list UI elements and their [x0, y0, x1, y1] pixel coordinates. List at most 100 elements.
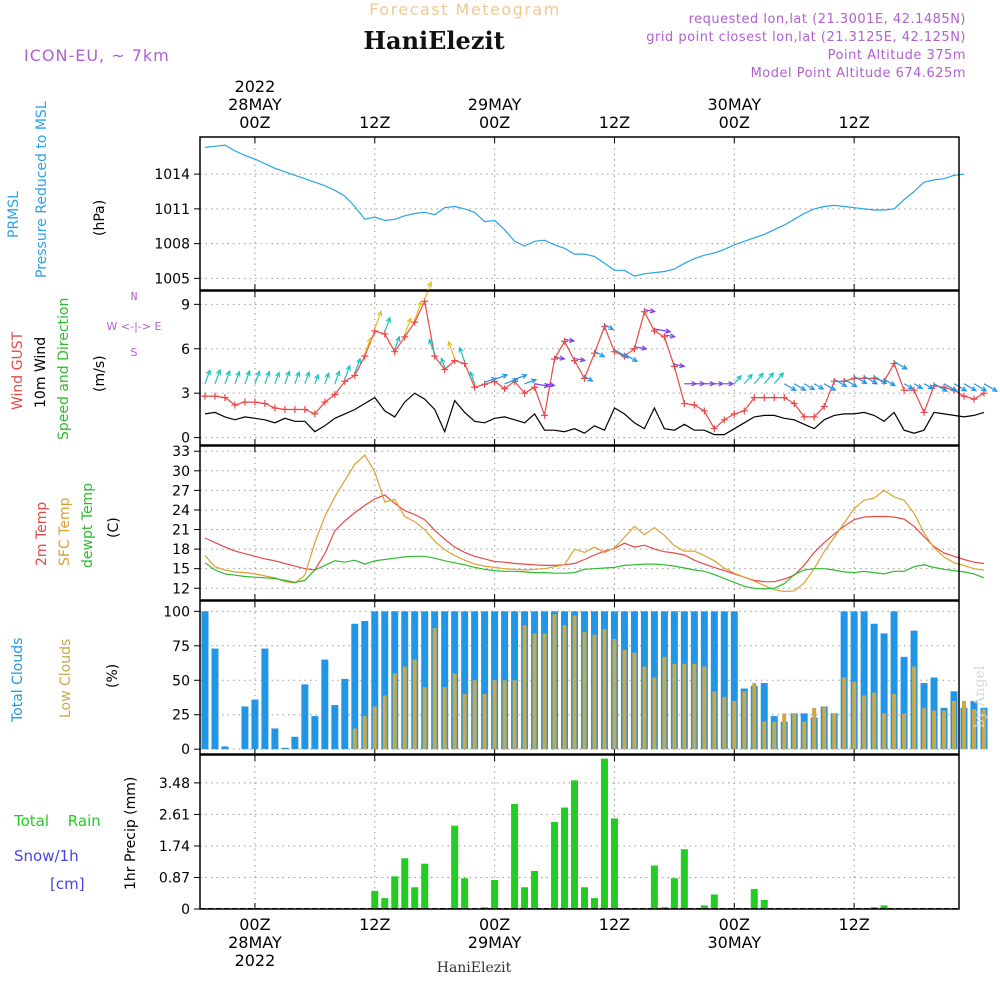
panel-frame	[199, 290, 960, 446]
wind-arrowhead	[324, 371, 330, 379]
wind-arrow	[813, 383, 824, 390]
wind-arrow	[374, 311, 382, 330]
total-cloud-bar	[341, 678, 349, 750]
wind-arrow	[863, 375, 878, 385]
wind-arrow	[334, 371, 340, 384]
gust-point	[650, 327, 658, 335]
station-title: HaniElezit	[363, 26, 504, 55]
gust-point	[311, 410, 319, 418]
wind-arrowhead	[927, 384, 934, 390]
total-cloud-bar	[241, 706, 249, 750]
y-tick-label: 2.61	[159, 807, 190, 823]
rain-bar	[700, 905, 708, 909]
panel-temperature: 12 15 18 21 24 27 30 33 2m Temp SFC Temp dewpt Tem…	[34, 444, 985, 601]
wind-arrowhead	[861, 379, 868, 385]
gust-point	[730, 410, 738, 418]
total-cloud-bar	[211, 648, 219, 750]
low-cloud-bar	[622, 649, 627, 750]
gust-point	[501, 385, 509, 393]
wind-arrowhead	[768, 371, 775, 379]
wind-arrowhead	[314, 373, 320, 380]
y-tick-label: 0.87	[159, 870, 190, 886]
wind-arrowhead	[665, 328, 672, 334]
wind-arrow	[484, 377, 497, 383]
wind-arrowhead	[599, 352, 606, 358]
wind-arrow	[304, 371, 310, 384]
wind-arrow	[344, 365, 351, 380]
y-tick-label: 3	[181, 386, 190, 402]
temp-sfc-label: SFC Temp	[57, 497, 73, 566]
closest-coords: grid point closest lon,lat (21.3125E, 42…	[646, 30, 966, 45]
wind-arrow	[674, 363, 685, 367]
wind-arrow	[973, 383, 987, 392]
low-cloud-bar	[872, 692, 877, 750]
wind-arrow	[913, 383, 923, 389]
rain-bar	[451, 825, 459, 909]
gust-point	[640, 308, 648, 316]
gust-point	[571, 357, 579, 365]
low-cloud-bar	[932, 710, 937, 750]
gust-point	[561, 337, 569, 345]
gust-point	[221, 394, 229, 402]
low-cloud-bar	[522, 625, 527, 750]
low-cloud-bar	[792, 713, 797, 750]
y-tick-label: 1.74	[159, 839, 190, 855]
y-tick-label: 75	[172, 639, 190, 655]
total-cloud-bar	[201, 611, 209, 750]
wind-arrow	[833, 378, 847, 387]
wind-arrowhead	[718, 381, 725, 387]
low-cloud-bar	[742, 691, 747, 750]
hour-label-top: 12Z	[359, 113, 390, 132]
wind-arrow	[364, 337, 372, 355]
rain-bar	[371, 890, 379, 909]
low-cloud-bar	[512, 680, 517, 750]
wind-arrow	[743, 374, 753, 385]
wind-arrow	[614, 349, 629, 359]
total-cloud-bar	[880, 633, 888, 750]
wind-arrowhead	[679, 362, 686, 369]
rain-bar	[381, 898, 389, 909]
wind-arrow	[594, 350, 605, 358]
gust-point	[740, 407, 748, 415]
total-cloud-bar	[461, 611, 469, 750]
y-tick-label: 15	[172, 562, 190, 578]
gust-point	[251, 398, 259, 406]
wind-arrowhead	[970, 386, 977, 392]
wind-arrow	[204, 370, 211, 384]
model-label: ICON-EU, ~ 7km	[24, 46, 170, 65]
y-tick-label: 0	[181, 902, 190, 918]
y-tick-label: 12	[172, 581, 190, 597]
wind-arrowhead	[285, 370, 291, 377]
wind-arrowhead	[356, 357, 362, 364]
wind-arrowhead	[608, 325, 615, 331]
pressure-line	[204, 144, 965, 277]
gust-point	[800, 413, 808, 421]
wind-arrow	[274, 372, 280, 384]
wind-arrow	[634, 346, 647, 350]
wind-arrowhead	[641, 345, 648, 351]
wind-speed-line	[204, 392, 985, 436]
low-clouds-label: Low Clouds	[58, 639, 74, 718]
low-cloud-bar	[632, 652, 637, 750]
wind-10m-label: 10m Wind	[33, 337, 49, 408]
wind-arrow	[873, 375, 887, 384]
rain-bar	[511, 803, 519, 909]
wind-arrow	[264, 371, 270, 384]
low-cloud-bar	[662, 656, 667, 750]
wind-arrowhead	[559, 355, 566, 361]
y-tick-label: 33	[172, 444, 190, 460]
wind-arrow	[440, 358, 446, 368]
low-cloud-bar	[892, 694, 897, 750]
forecast-title: Forecast Meteogram	[369, 0, 560, 19]
gust-point	[960, 392, 968, 400]
wind-arrow	[604, 324, 614, 331]
total-cloud-bar	[321, 659, 329, 750]
wind-arrowhead	[579, 356, 587, 363]
wind-arrowhead	[426, 280, 433, 288]
wind-arrow	[394, 336, 400, 350]
wind-arrow	[793, 383, 806, 391]
wind-arrow	[294, 371, 300, 384]
wind-arrowhead	[916, 383, 924, 390]
wind-arrowhead	[549, 382, 556, 388]
gust-point	[551, 355, 559, 363]
